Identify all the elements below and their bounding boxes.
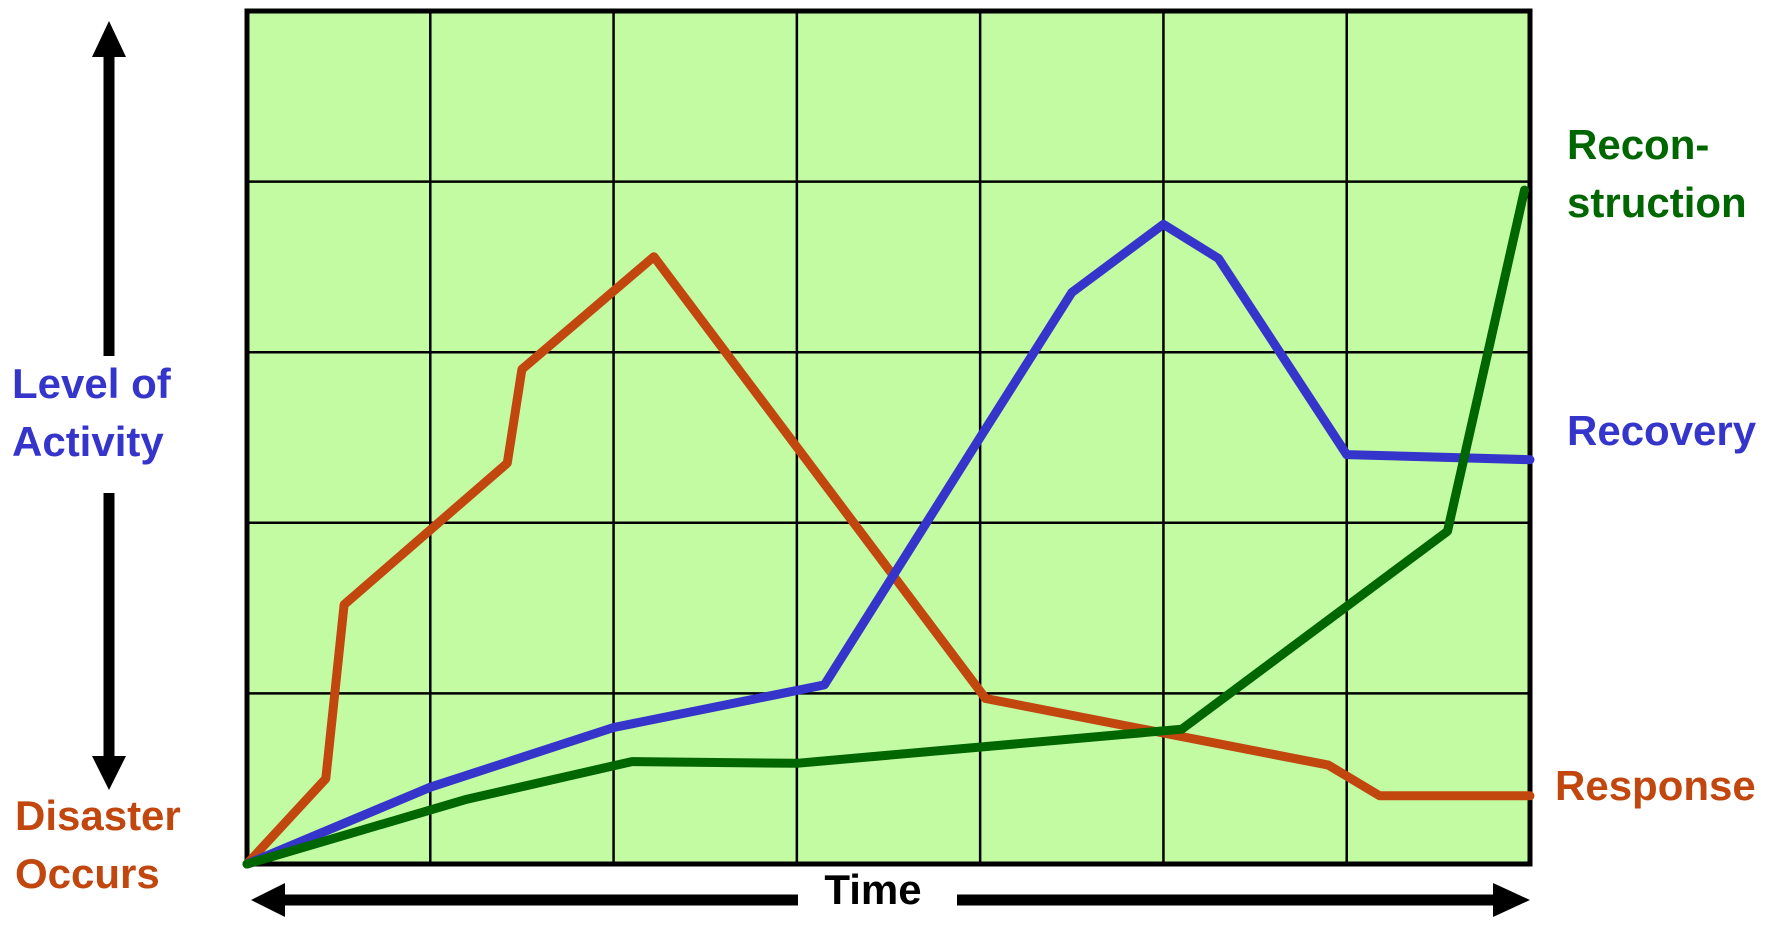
series-line-recovery — [242, 219, 1535, 869]
x-axis-arrow — [251, 883, 1530, 917]
series-label-reconstruction: Recon- struction — [1567, 121, 1747, 226]
series-label-reconstruction-line2: struction — [1567, 179, 1747, 226]
x-axis-label: Time — [824, 866, 921, 913]
series-label-response: Response — [1555, 762, 1756, 809]
y-axis-label-line2: Activity — [12, 418, 164, 465]
origin-label-line1: Disaster — [15, 792, 181, 839]
series-label-reconstruction-line1: Recon- — [1567, 121, 1709, 168]
origin-label: Disaster Occurs — [15, 792, 192, 897]
origin-label-line2: Occurs — [15, 850, 160, 897]
series-line-response — [242, 252, 1535, 869]
y-axis-label: Level of Activity — [12, 360, 182, 465]
grid — [247, 11, 1530, 864]
y-axis-label-line1: Level of — [12, 360, 172, 407]
plot-area — [244, 8, 1533, 867]
series-lines — [242, 185, 1535, 869]
series-label-recovery: Recovery — [1567, 407, 1757, 454]
series-line-reconstruction — [242, 185, 1529, 869]
y-axis-arrow — [92, 21, 126, 790]
